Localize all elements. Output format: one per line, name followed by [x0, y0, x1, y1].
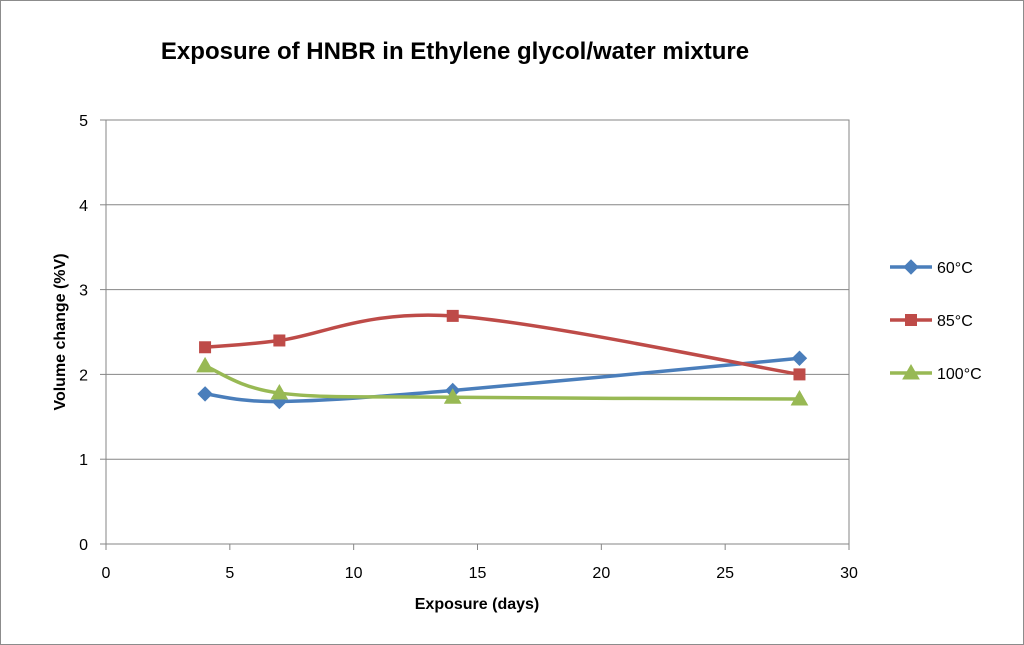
x-tick-label: 30 [840, 565, 858, 582]
x-axis-title: Exposure (days) [415, 596, 539, 613]
data-point [270, 384, 289, 400]
x-tick-label: 15 [469, 565, 487, 582]
x-tick-label: 10 [345, 565, 363, 582]
x-tick-label: 20 [592, 565, 610, 582]
y-tick-label: 4 [79, 198, 88, 215]
legend-item: 85°C [890, 313, 973, 330]
legend-label: 85°C [937, 313, 973, 330]
data-point [793, 368, 806, 381]
data-point [199, 341, 212, 354]
data-point [790, 389, 809, 406]
series-line [203, 356, 802, 404]
x-tick-label: 0 [102, 565, 111, 582]
legend-item: 60°C [890, 259, 973, 277]
series-line [203, 364, 802, 401]
y-axis-ticks: 0 1 2 3 4 5 [79, 113, 106, 554]
legend-marker [902, 363, 920, 380]
y-tick-label: 2 [79, 367, 88, 384]
legend-label: 100°C [937, 366, 982, 383]
series-diamond [197, 350, 808, 410]
data-point [791, 350, 808, 366]
series-square [199, 309, 806, 381]
y-tick-label: 1 [79, 452, 88, 469]
y-tick-label: 3 [79, 283, 88, 300]
legend-item: 100°C [890, 363, 982, 383]
x-tick-label: 5 [225, 565, 234, 582]
series-triangle [196, 356, 809, 406]
data-point [273, 334, 286, 347]
legend-label: 60°C [937, 260, 973, 277]
legend-marker [903, 259, 919, 275]
data-point [443, 388, 462, 404]
series-group [196, 309, 809, 410]
series-line [203, 313, 802, 377]
y-axis-title: Volume change (%V) [52, 253, 69, 410]
y-tick-label: 0 [79, 537, 88, 554]
legend-marker [905, 314, 917, 326]
x-tick-label: 25 [716, 565, 734, 582]
plot-area-border [105, 119, 850, 545]
data-point [197, 386, 213, 402]
legend: 60°C 85°C 100°C [890, 259, 982, 383]
data-point [446, 309, 459, 322]
plot-area [105, 119, 850, 545]
y-tick-label: 5 [79, 113, 88, 130]
data-point [196, 356, 214, 373]
x-axis-ticks: 0 5 10 15 20 25 30 [102, 544, 858, 582]
chart-title: Exposure of HNBR in Ethylene glycol/wate… [161, 38, 749, 65]
